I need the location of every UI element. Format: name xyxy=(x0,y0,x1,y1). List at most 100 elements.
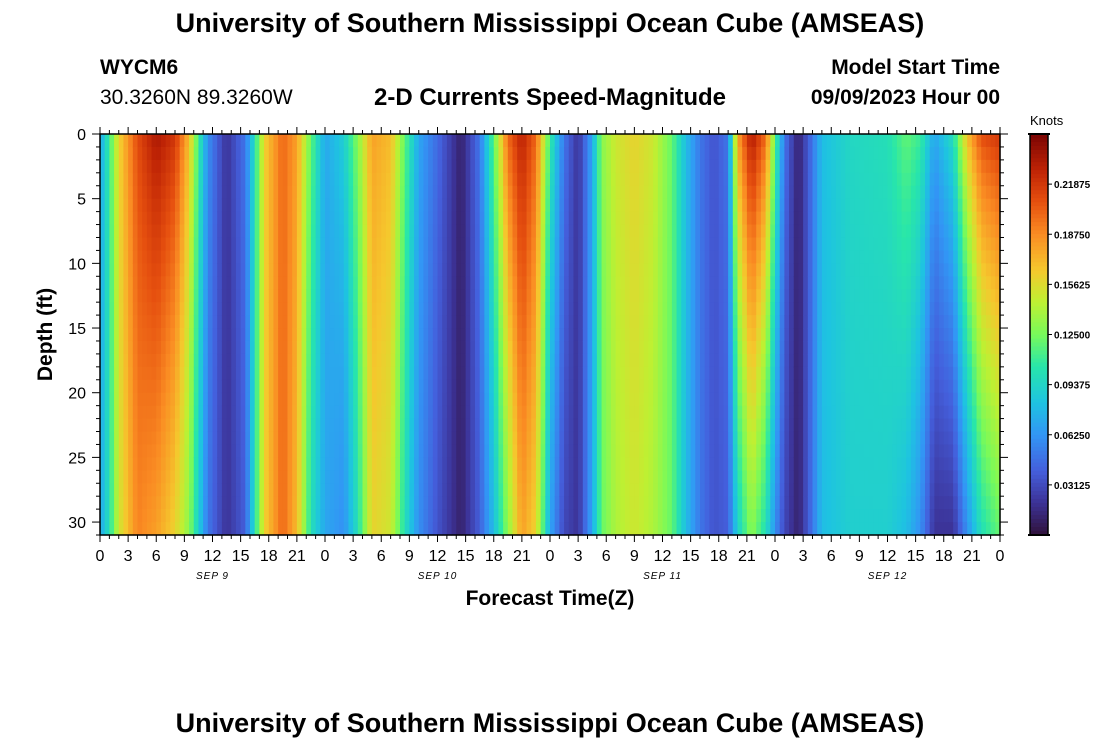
heatmap-cell xyxy=(639,146,645,161)
heatmap-cell xyxy=(657,340,664,355)
heatmap-cell xyxy=(320,522,326,536)
heatmap-cell xyxy=(634,276,640,290)
heatmap-cell xyxy=(273,353,279,368)
heatmap-cell xyxy=(296,198,303,213)
heatmap-cell xyxy=(343,444,350,458)
heatmap-cell xyxy=(821,237,828,252)
heatmap-cell xyxy=(667,379,673,394)
heatmap-cell xyxy=(526,340,532,355)
heatmap-cell xyxy=(175,470,181,484)
heatmap-cell xyxy=(493,509,500,523)
heatmap-cell xyxy=(343,328,350,342)
heatmap-cell xyxy=(250,146,256,161)
heatmap-cell xyxy=(662,405,668,420)
heatmap-cell xyxy=(835,418,842,433)
heatmap-cell xyxy=(737,340,743,355)
heatmap-cell xyxy=(760,211,767,226)
heatmap-cell xyxy=(592,457,598,471)
heatmap-cell xyxy=(629,237,635,252)
heatmap-cell xyxy=(217,509,223,523)
heatmap-cell xyxy=(142,392,148,407)
heatmap-cell xyxy=(615,211,621,226)
heatmap-cell xyxy=(723,159,729,174)
heatmap-cell xyxy=(273,418,279,433)
heatmap-cell xyxy=(470,134,476,148)
heatmap-cell xyxy=(770,496,776,510)
heatmap-cell xyxy=(123,353,129,368)
heatmap-cell xyxy=(348,522,354,536)
heatmap-cell xyxy=(596,379,603,394)
heatmap-cell xyxy=(142,237,148,252)
heatmap-cell xyxy=(376,522,382,536)
heatmap-cell xyxy=(671,431,678,446)
heatmap-cell xyxy=(789,405,795,420)
heatmap-cell xyxy=(568,172,575,187)
heatmap-cell xyxy=(282,444,289,458)
heatmap-cell xyxy=(175,198,181,213)
heatmap-cell xyxy=(409,146,415,161)
heatmap-cell xyxy=(226,353,232,368)
heatmap-cell xyxy=(198,289,204,303)
heatmap-cell xyxy=(587,263,593,277)
heatmap-cell xyxy=(128,418,134,433)
heatmap-cell xyxy=(667,250,673,264)
heatmap-cell xyxy=(535,172,542,187)
heatmap-cell xyxy=(348,237,354,252)
heatmap-cell xyxy=(798,198,804,213)
heatmap-cell xyxy=(831,302,837,316)
heatmap-cell xyxy=(268,134,275,148)
heatmap-cell xyxy=(723,522,729,536)
heatmap-cell xyxy=(676,509,682,523)
heatmap-cell xyxy=(489,134,495,148)
heatmap-cell xyxy=(620,159,626,174)
heatmap-cell xyxy=(573,483,579,497)
heatmap-cell xyxy=(221,302,228,316)
heatmap-cell xyxy=(639,276,645,290)
heatmap-cell xyxy=(343,431,350,446)
heatmap-cell xyxy=(709,470,715,484)
heatmap-cell xyxy=(123,470,129,484)
heatmap-cell xyxy=(845,224,851,239)
heatmap-cell xyxy=(418,496,425,510)
heatmap-cell xyxy=(475,224,481,239)
heatmap-cell xyxy=(700,418,706,433)
heatmap-cell xyxy=(451,211,457,226)
heatmap-cell xyxy=(826,353,832,368)
heatmap-cell xyxy=(550,211,556,226)
heatmap-cell xyxy=(620,379,626,394)
heatmap-cell xyxy=(367,159,373,174)
heatmap-cell xyxy=(432,483,439,497)
heatmap-cell xyxy=(376,366,382,381)
heatmap-cell xyxy=(498,392,504,407)
heatmap-cell xyxy=(123,159,129,174)
heatmap-cell xyxy=(343,405,350,420)
heatmap-cell xyxy=(184,172,190,187)
heatmap-cell xyxy=(128,444,134,458)
heatmap-cell xyxy=(643,134,650,148)
heatmap-cell xyxy=(292,289,298,303)
heatmap-cell xyxy=(432,340,439,355)
heatmap-cell xyxy=(175,353,181,368)
heatmap-cell xyxy=(357,340,364,355)
heatmap-cell xyxy=(601,289,607,303)
heatmap-cell xyxy=(779,276,785,290)
heatmap-cell xyxy=(817,353,823,368)
heatmap-cell xyxy=(526,392,532,407)
heatmap-cell xyxy=(390,159,396,174)
heatmap-cell xyxy=(418,159,425,174)
heatmap-cell xyxy=(798,276,804,290)
heatmap-cell xyxy=(554,353,560,368)
heatmap-cell xyxy=(606,509,612,523)
heatmap-cell xyxy=(357,134,364,148)
heatmap-cell xyxy=(540,340,546,355)
heatmap-cell xyxy=(442,379,448,394)
heatmap-cell xyxy=(395,405,401,420)
heatmap-cell xyxy=(835,366,842,381)
heatmap-cell xyxy=(371,483,378,497)
heatmap-cell xyxy=(118,405,125,420)
heatmap-cell xyxy=(292,496,298,510)
heatmap-cell xyxy=(400,134,406,148)
heatmap-cell xyxy=(535,379,542,394)
heatmap-cell xyxy=(315,134,321,148)
